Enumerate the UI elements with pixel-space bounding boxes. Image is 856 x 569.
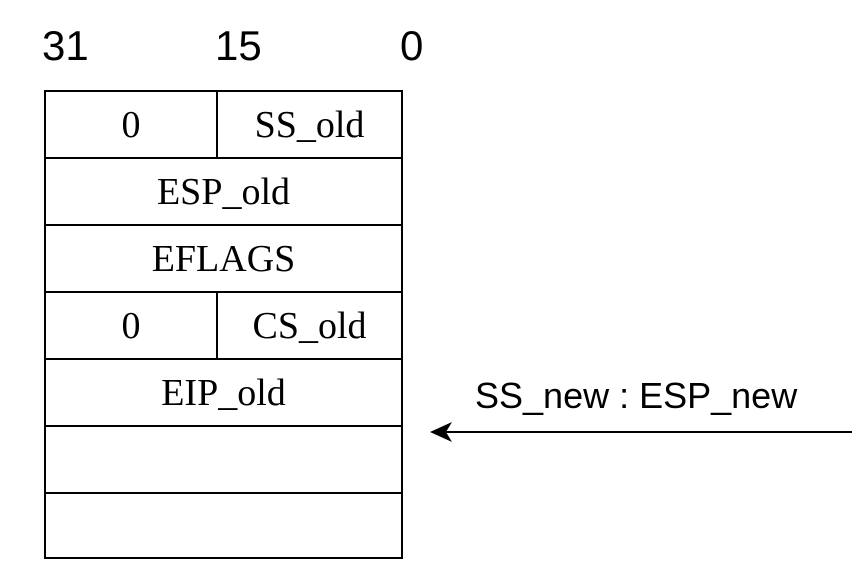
stack-cell-cs-high: 0: [46, 293, 218, 358]
stack-row-esp: ESP_old: [46, 159, 401, 226]
stack-cell-empty-2: [46, 494, 401, 557]
stack-frame: 0 SS_old ESP_old EFLAGS 0 CS_old EIP_old: [44, 90, 403, 559]
stack-cell-eip-old: EIP_old: [161, 371, 286, 414]
stack-cell-ss-old: SS_old: [254, 103, 365, 146]
stack-pointer-arrow: [430, 422, 852, 442]
stack-row-ss: 0 SS_old: [46, 92, 401, 159]
stack-row-cs: 0 CS_old: [46, 293, 401, 360]
bit-position-0: 0: [400, 22, 424, 69]
bit-position-15: 15: [215, 22, 262, 69]
stack-row-empty-2: [46, 494, 401, 557]
stack-row-empty-1: [46, 427, 401, 494]
stack-cell-cs-old: CS_old: [252, 304, 367, 347]
stack-cell-ss-high: 0: [46, 92, 218, 157]
stack-cell-empty-1: [46, 427, 401, 492]
stack-cell-esp-old: ESP_old: [156, 170, 291, 213]
stack-row-eflags: EFLAGS: [46, 226, 401, 293]
bit-position-31: 31: [42, 22, 89, 69]
arrow-head-icon: [430, 422, 452, 442]
stack-row-eip: EIP_old: [46, 360, 401, 427]
stack-cell-eflags: EFLAGS: [151, 237, 296, 280]
stack-pointer-label: SS_new : ESP_new: [475, 375, 798, 416]
